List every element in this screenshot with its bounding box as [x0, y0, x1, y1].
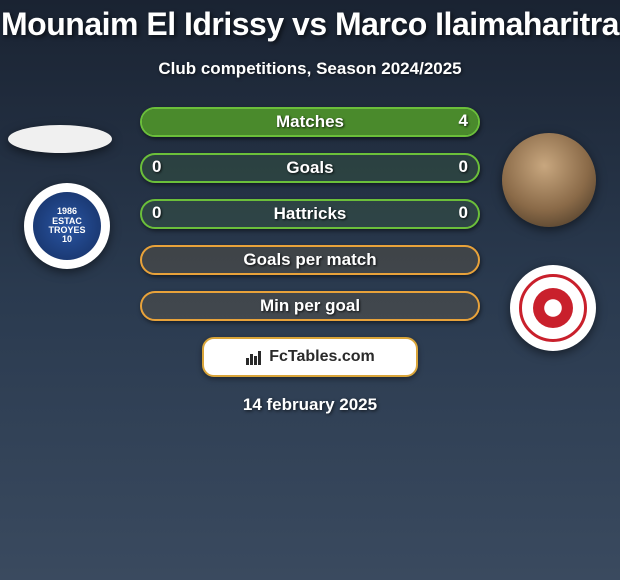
stat-label: Goals — [286, 158, 333, 178]
stat-rows: 4 Matches 0 0 Goals 0 0 Hattricks Goals per matc… — [140, 107, 480, 321]
club-left-label: 1986ESTACTROYES10 — [48, 207, 85, 245]
stat-value-right: 4 — [459, 111, 468, 131]
brand-box[interactable]: FcTables.com — [202, 337, 418, 377]
stat-value-left: 0 — [152, 157, 161, 177]
bar-chart-icon — [245, 348, 263, 366]
club-left-badge: 1986ESTACTROYES10 — [24, 183, 110, 269]
stat-row: 0 0 Goals — [140, 153, 480, 183]
stat-value-right: 0 — [459, 157, 468, 177]
date-label: 14 february 2025 — [0, 395, 620, 415]
stat-value-left: 0 — [152, 203, 161, 223]
club-left-logo: 1986ESTACTROYES10 — [33, 192, 101, 260]
comparison-stage: 1986ESTACTROYES10 4 Matches 0 0 Goals 0 0 Hattr… — [0, 107, 620, 415]
stat-row: 4 Matches — [140, 107, 480, 137]
stat-label: Min per goal — [260, 296, 360, 316]
brand-label: FcTables.com — [269, 348, 375, 366]
club-right-badge — [510, 265, 596, 351]
stat-label: Goals per match — [243, 250, 376, 270]
stat-row: 0 0 Hattricks — [140, 199, 480, 229]
page-subtitle: Club competitions, Season 2024/2025 — [0, 59, 620, 79]
player-left-avatar — [8, 125, 112, 153]
club-right-logo — [519, 274, 587, 342]
stat-row: Min per goal — [140, 291, 480, 321]
page-title: Mounaim El Idrissy vs Marco Ilaimaharitr… — [0, 0, 620, 43]
stat-label: Hattricks — [274, 204, 347, 224]
stat-value-right: 0 — [459, 203, 468, 223]
stat-row: Goals per match — [140, 245, 480, 275]
stat-label: Matches — [276, 112, 344, 132]
player-right-avatar — [502, 133, 596, 227]
